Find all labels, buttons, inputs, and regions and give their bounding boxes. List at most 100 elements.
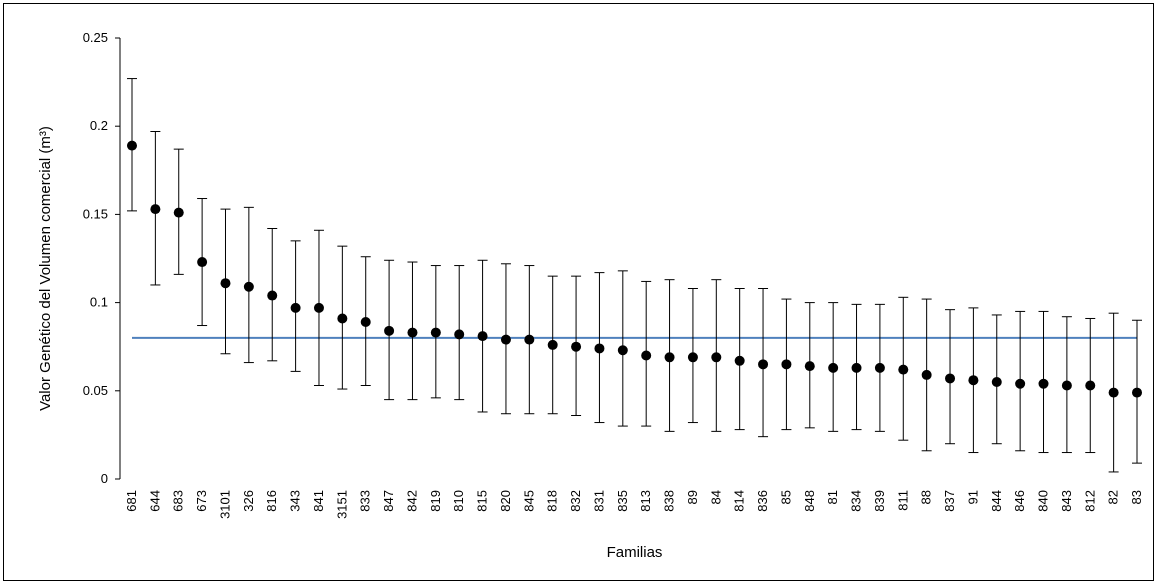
x-tick-label: 836	[755, 490, 770, 512]
data-point	[337, 313, 348, 324]
data-point	[1132, 387, 1142, 398]
x-tick-label: 820	[498, 490, 513, 512]
data-point	[290, 302, 301, 313]
data-point	[127, 140, 137, 151]
data-point	[571, 341, 582, 352]
x-tick-label: 818	[545, 490, 560, 512]
data-point	[641, 350, 652, 361]
x-tick-label: 842	[404, 490, 419, 512]
x-tick-label: 85	[778, 490, 793, 504]
data-point	[594, 343, 605, 354]
x-tick-label: 326	[241, 490, 256, 512]
x-tick-label: 91	[965, 490, 980, 504]
data-point	[1108, 387, 1119, 398]
x-tick-label: 3151	[334, 490, 349, 519]
data-point	[945, 373, 956, 384]
data-point	[407, 327, 418, 338]
data-point	[360, 317, 371, 328]
x-tick-label: 843	[1059, 490, 1074, 512]
x-tick-label: 810	[451, 490, 466, 512]
x-tick-label: 840	[1036, 490, 1051, 512]
data-point	[804, 361, 815, 372]
data-point	[734, 355, 745, 366]
chart-frame	[3, 3, 1154, 581]
x-tick-label: 815	[475, 490, 490, 512]
x-tick-label: 84	[708, 490, 723, 504]
x-tick-label: 837	[942, 490, 957, 512]
x-tick-label: 813	[638, 490, 653, 512]
y-tick-label: 0.2	[90, 118, 108, 133]
x-tick-label: 844	[989, 490, 1004, 512]
data-point	[874, 362, 885, 373]
data-point	[150, 204, 161, 215]
x-tick-label: 82	[1106, 490, 1121, 504]
x-tick-label: 831	[591, 490, 606, 512]
x-tick-label: 811	[895, 490, 910, 511]
y-axis-title: Valor Genético del Volumen comercial (m³…	[37, 126, 54, 411]
data-point	[781, 359, 792, 370]
x-tick-label: 847	[381, 490, 396, 512]
data-point	[687, 352, 698, 363]
x-tick-label: 681	[124, 490, 139, 512]
x-tick-label: 846	[1012, 490, 1027, 512]
x-tick-label: 816	[264, 490, 279, 512]
x-tick-label: 832	[568, 490, 583, 512]
y-tick-label: 0.25	[83, 30, 108, 45]
data-point	[313, 302, 324, 313]
x-tick-label: 834	[849, 490, 864, 512]
x-tick-labels: 681 644 683 673 3101 326 816 343 841 3151 833 847 84…	[124, 490, 1144, 519]
data-point	[173, 207, 184, 218]
data-point	[758, 359, 769, 370]
data-point	[197, 257, 208, 268]
data-point	[477, 331, 488, 342]
x-tick-label: 88	[919, 490, 934, 504]
y-tick-label: 0.1	[90, 295, 108, 310]
data-point	[384, 325, 395, 336]
x-tick-label: 839	[872, 490, 887, 512]
x-tick-label: 812	[1082, 490, 1097, 512]
data-point	[1038, 378, 1049, 389]
x-tick-label: 3101	[217, 490, 232, 519]
data-point	[921, 369, 932, 380]
x-tick-label: 835	[615, 490, 630, 512]
data-point	[898, 364, 909, 375]
x-tick-label: 343	[288, 490, 303, 512]
data-point	[547, 339, 558, 350]
data-point	[711, 352, 722, 363]
x-tick-label: 673	[194, 490, 209, 512]
data-point	[454, 329, 465, 340]
x-tick-label: 683	[171, 490, 186, 512]
data-point	[267, 290, 278, 301]
data-point	[664, 352, 675, 363]
x-tick-label: 833	[358, 490, 373, 512]
data-point	[430, 327, 441, 338]
data-point	[1061, 380, 1072, 391]
x-tick-label: 814	[732, 490, 747, 512]
data-points	[127, 140, 1142, 398]
y-tick-label: 0	[101, 471, 108, 486]
x-tick-label: 81	[825, 490, 840, 504]
x-tick-label: 845	[521, 490, 536, 512]
x-tick-label: 819	[428, 490, 443, 512]
data-point	[968, 375, 979, 386]
data-point	[524, 334, 535, 345]
y-axis: 0 0.05 0.1 0.15 0.2 0.25	[83, 30, 121, 486]
data-point	[243, 281, 254, 292]
data-point	[617, 345, 628, 356]
data-point	[991, 376, 1002, 387]
x-tick-label: 848	[802, 490, 817, 512]
x-axis-title: Familias	[607, 544, 663, 561]
data-point	[220, 278, 231, 289]
error-bars	[127, 78, 1142, 473]
x-tick-label: 83	[1129, 490, 1144, 504]
data-point	[851, 362, 862, 373]
data-point	[1015, 378, 1026, 389]
x-tick-label: 838	[662, 490, 677, 512]
x-tick-label: 644	[147, 490, 162, 512]
y-tick-label: 0.05	[83, 383, 108, 398]
x-tick-label: 89	[685, 490, 700, 504]
data-point	[500, 334, 511, 345]
data-point	[828, 362, 839, 373]
data-point	[1085, 380, 1096, 391]
